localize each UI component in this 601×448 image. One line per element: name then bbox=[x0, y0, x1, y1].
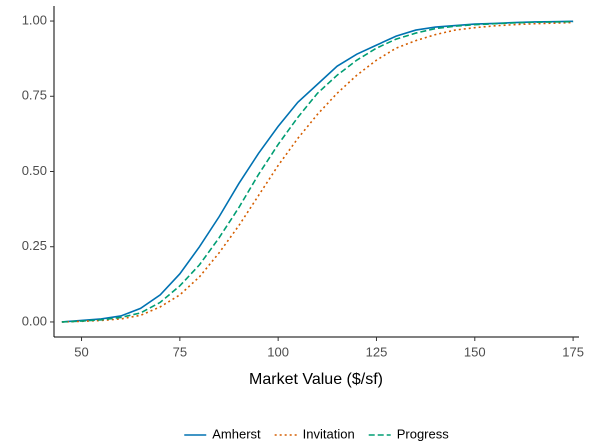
legend-item: Progress bbox=[368, 426, 450, 441]
legend-text: Invitation bbox=[303, 426, 355, 441]
series-line bbox=[61, 20, 574, 323]
x-tick-label: 175 bbox=[562, 344, 584, 359]
y-tick-label: 0.50 bbox=[22, 163, 47, 178]
y-tick-label: 1.00 bbox=[22, 12, 47, 27]
series-line bbox=[61, 21, 574, 323]
x-axis-title: Market Value ($/sf) bbox=[249, 371, 383, 388]
x-tick-label: 75 bbox=[173, 344, 187, 359]
series-line bbox=[61, 20, 574, 323]
legend: Amherst Invitation Progress bbox=[184, 426, 449, 441]
y-tick-label: 0.75 bbox=[22, 88, 47, 103]
legend-item: Amherst bbox=[184, 426, 261, 441]
x-tick-label: 50 bbox=[74, 344, 88, 359]
y-tick-label: 0.00 bbox=[22, 313, 47, 328]
x-tick-label: 100 bbox=[267, 344, 289, 359]
x-tick-label: 125 bbox=[366, 344, 388, 359]
legend-text: Amherst bbox=[212, 426, 261, 441]
legend-item: Invitation bbox=[274, 426, 355, 441]
y-tick-label: 0.25 bbox=[22, 238, 47, 253]
legend-text: Progress bbox=[397, 426, 450, 441]
x-tick-label: 150 bbox=[464, 344, 486, 359]
